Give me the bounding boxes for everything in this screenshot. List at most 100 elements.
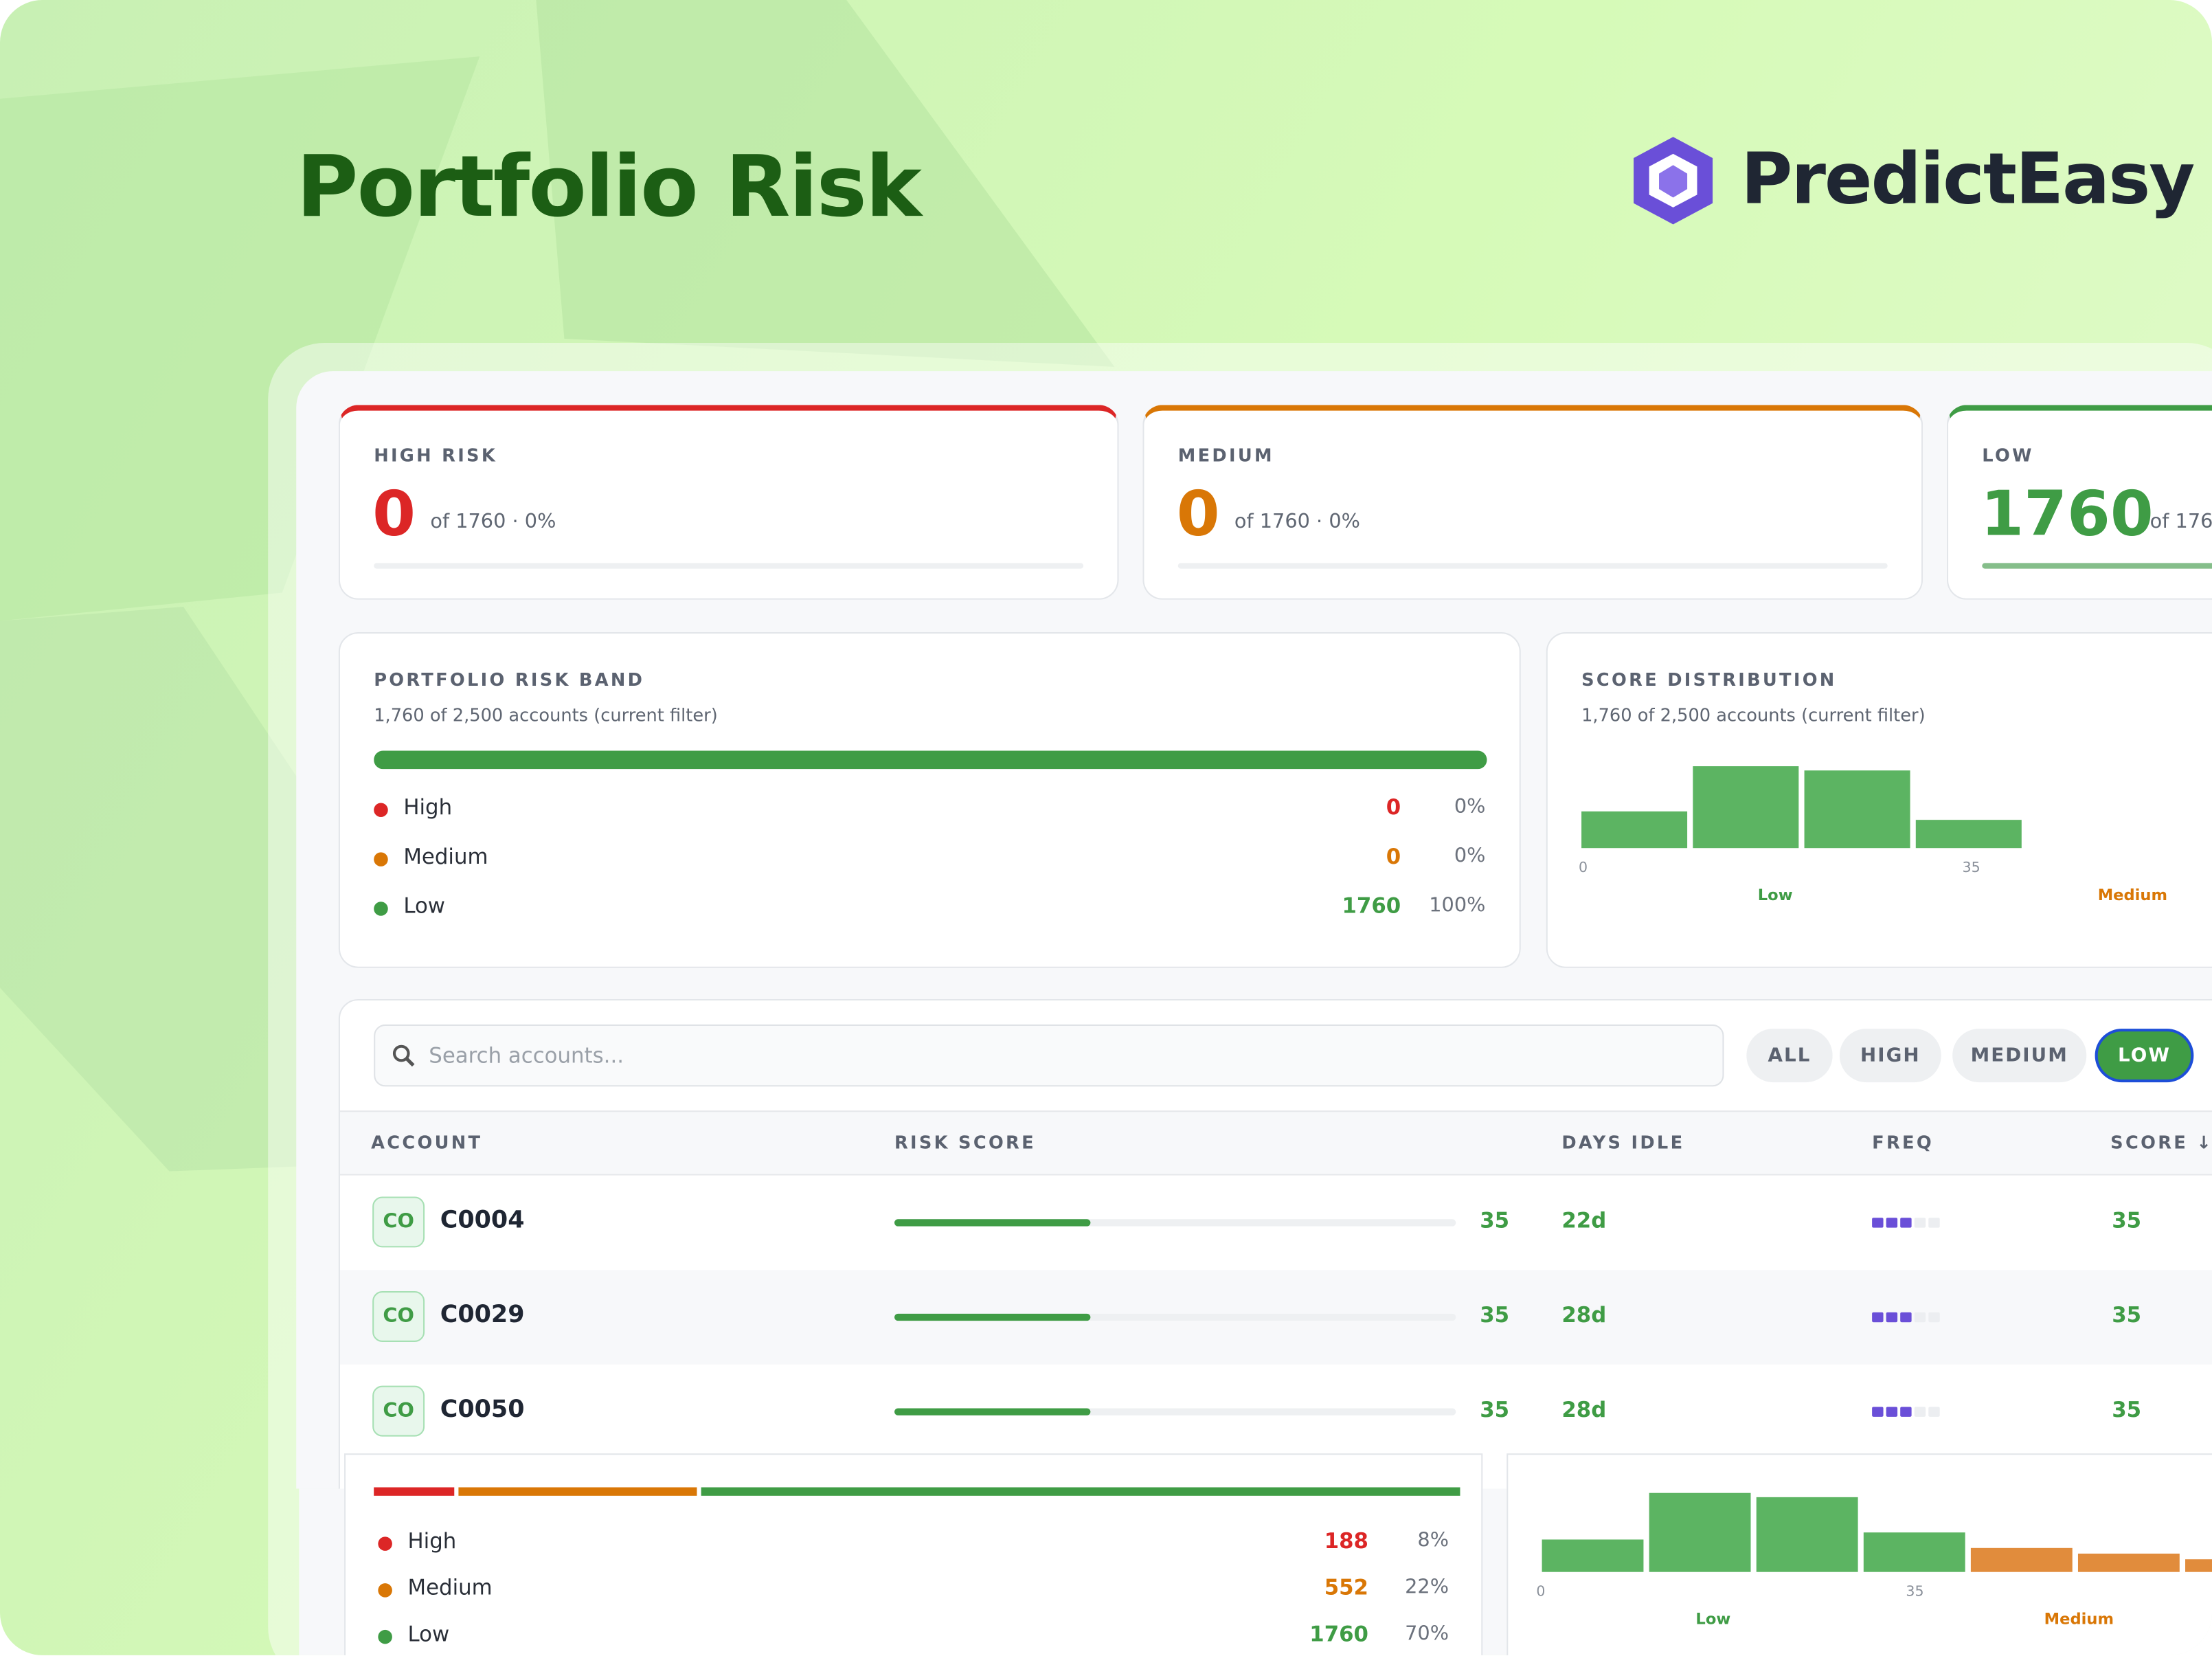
freq-dot <box>1872 1312 1884 1323</box>
preview-band-panel: High 188 8% Medium 552 22% Low 1760 70% <box>344 1453 1483 1655</box>
search-box[interactable]: Search accounts... <box>374 1024 1724 1087</box>
legend-pct: 0% <box>1454 845 1486 868</box>
kpi-card: MEDIUM 0 of 1760 · 0% <box>1142 405 1923 600</box>
table-row[interactable]: CO C0004 35 22d 35 <box>339 1175 2212 1271</box>
avatar: CO <box>372 1385 425 1437</box>
histogram-bar <box>1649 1492 1751 1572</box>
legend-dot <box>378 1536 392 1551</box>
panel-subtitle: 1,760 of 2,500 accounts (current filter) <box>374 704 718 726</box>
risk-score: 35 <box>1480 1397 1510 1423</box>
kpi-detail: of 1760 · 0% <box>1234 511 1360 534</box>
band-segment <box>701 1487 1460 1496</box>
days-idle: 22d <box>1561 1207 1607 1233</box>
kpi-detail: of 1760 · 0% <box>430 511 556 534</box>
panel-title: PORTFOLIO RISK BAND <box>374 669 645 691</box>
histogram-bar <box>1804 770 1910 849</box>
legend-dot <box>378 1583 392 1598</box>
legend-label: Medium <box>407 1574 493 1600</box>
kpi-value: 0 <box>1176 478 1220 550</box>
kpi-detail: of 176 <box>2149 511 2212 534</box>
freq-dot <box>1872 1218 1884 1228</box>
legend-label: Low <box>407 1621 450 1647</box>
risk-band-panel: PORTFOLIO RISK BAND 1,760 of 2,500 accou… <box>338 632 1521 968</box>
preview-distribution-panel: 0 35 Low Medium <box>1506 1453 2212 1655</box>
freq-slot <box>1928 1218 1940 1228</box>
band-segment <box>459 1487 697 1496</box>
legend-count: 552 <box>1324 1574 1368 1600</box>
risk-score: 35 <box>1480 1302 1510 1328</box>
account-id: C0050 <box>440 1396 525 1424</box>
filter-chip[interactable]: HIGH <box>1839 1029 1941 1083</box>
kpi-card: LOW 1760 of 176 <box>1946 405 2212 600</box>
filter-chip[interactable]: ALL <box>1746 1029 1833 1083</box>
histogram-bar <box>1915 820 2022 849</box>
freq-dot <box>1900 1218 1912 1228</box>
score-fill <box>894 1313 1092 1321</box>
kpi-value: 1760 <box>1980 478 2154 550</box>
avatar: CO <box>372 1291 425 1342</box>
freq-slot <box>1914 1312 1926 1323</box>
legend-label: High <box>403 794 453 820</box>
histogram-bar <box>2185 1559 2212 1572</box>
accounts-panel: Search accounts... ALL HIGH MEDIUM LOW ACCO… <box>338 998 2212 1508</box>
column-header: DAYS IDLE <box>1561 1131 1685 1153</box>
freq-dot <box>1886 1312 1898 1323</box>
freq-dot <box>1900 1312 1912 1323</box>
filter-chip[interactable]: MEDIUM <box>1952 1029 2087 1083</box>
histogram-tick: 35 <box>1962 860 1980 877</box>
freq-slot <box>1928 1407 1940 1417</box>
band-segment <box>374 1487 455 1496</box>
freq-dot <box>1872 1407 1884 1417</box>
histogram-band: Low <box>1757 886 1793 905</box>
legend-count: 0 <box>1386 844 1401 870</box>
column-header[interactable]: SCORE ↓ <box>2110 1131 2212 1153</box>
histogram-band: Medium <box>2044 1610 2114 1629</box>
table-row[interactable]: CO C0029 35 28d 35 <box>339 1270 2212 1365</box>
score: 35 <box>2112 1207 2142 1233</box>
legend-count: 188 <box>1324 1528 1368 1554</box>
filter-chip[interactable]: LOW <box>2095 1029 2194 1083</box>
freq-slot <box>1928 1312 1940 1323</box>
legend-dot <box>378 1629 392 1644</box>
legend-pct: 22% <box>1405 1576 1449 1599</box>
legend-pct: 100% <box>1429 894 1486 917</box>
score-distribution-panel: SCORE DISTRIBUTION 1,760 of 2,500 accoun… <box>1546 632 2212 968</box>
legend-count: 1760 <box>1309 1621 1368 1647</box>
legend-label: Medium <box>403 844 488 870</box>
kpi-fill <box>1982 563 2212 569</box>
legend-pct: 70% <box>1405 1622 1449 1646</box>
histogram-bar <box>1693 766 1799 849</box>
band-bar <box>374 750 1487 770</box>
histogram-bar <box>1756 1497 1858 1572</box>
score-fill <box>894 1408 1092 1416</box>
score: 35 <box>2112 1302 2142 1328</box>
kpi-label: LOW <box>1982 444 2034 466</box>
freq-slot <box>1914 1407 1926 1417</box>
histogram-tick: 0 <box>1536 1585 1546 1600</box>
legend-dot <box>374 902 388 916</box>
histogram-band: Medium <box>2097 886 2168 905</box>
days-idle: 28d <box>1561 1397 1607 1423</box>
histogram-tick: 35 <box>1906 1585 1924 1600</box>
histogram-band: Low <box>1695 1610 1731 1629</box>
histogram-bar <box>2077 1554 2180 1572</box>
risk-score: 35 <box>1480 1207 1510 1233</box>
kpi-track <box>1982 563 2212 569</box>
preview-band-bar <box>374 1487 1460 1496</box>
brand-name: PredictEasy <box>1741 138 2195 221</box>
score-fill <box>894 1219 1092 1227</box>
account-id: C0004 <box>440 1206 525 1235</box>
days-idle: 28d <box>1561 1302 1607 1328</box>
table-row[interactable]: CO C0050 35 28d 35 <box>339 1364 2212 1459</box>
histogram-bar <box>1581 811 1688 849</box>
kpi-value: 0 <box>372 478 416 550</box>
band-segment <box>374 750 1487 770</box>
score: 35 <box>2112 1397 2142 1423</box>
panel-subtitle: 1,760 of 2,500 accounts (current filter) <box>1581 704 1926 726</box>
legend-label: Low <box>403 893 446 919</box>
column-header: RISK SCORE <box>894 1131 1036 1153</box>
column-header: FREQ <box>1872 1131 1934 1153</box>
avatar: CO <box>372 1196 425 1248</box>
